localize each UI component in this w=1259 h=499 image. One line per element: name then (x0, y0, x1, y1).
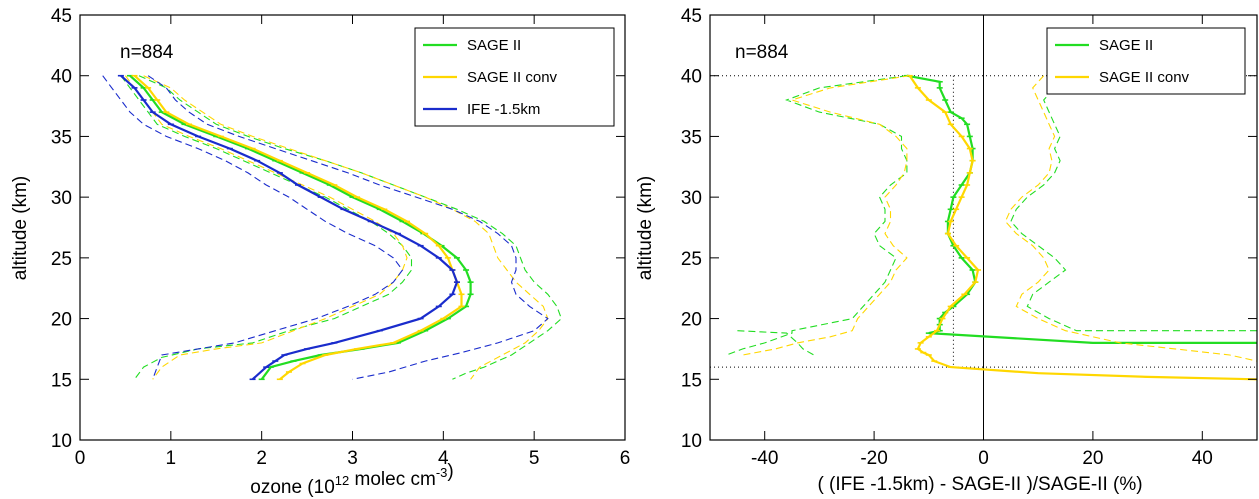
x-tick-label: 0 (978, 448, 989, 469)
x-axis-label-superscript: 12 (335, 473, 349, 488)
x-tick-label: 5 (529, 448, 540, 469)
legend-label: SAGE II (1099, 37, 1153, 54)
y-tick-label: 10 (51, 431, 72, 452)
y-tick-label: 10 (681, 431, 702, 452)
x-tick-label: -20 (860, 448, 887, 469)
x-tick-label: 40 (1192, 448, 1213, 469)
y-axis-label: altitude (km) (635, 176, 656, 281)
y-tick-label: 35 (51, 127, 72, 148)
legend: SAGE II SAGE II conv IFE -1.5km (414, 27, 615, 127)
series-line-range-bound (124, 75, 408, 380)
x-tick-label: 20 (1082, 448, 1103, 469)
series-line-range-bound (143, 75, 549, 380)
x-axis-label-part: ) (447, 461, 453, 482)
x-tick-label: -40 (751, 448, 778, 469)
legend: SAGE II SAGE II conv (1046, 27, 1246, 95)
y-tick-label: 40 (51, 67, 72, 88)
y-tick-label: 20 (51, 310, 72, 331)
legend-label: IFE -1.5km (467, 101, 540, 118)
series-line-range-bound (102, 75, 404, 380)
chart-panel-2: -40 -20 0 20 40 10 15 20 25 30 35 40 45 n=884 altitude… (635, 6, 1258, 495)
series-line-sage-ii-conv (908, 75, 1257, 381)
legend-label: SAGE II conv (1099, 69, 1190, 86)
x-tick-label: 0 (75, 448, 86, 469)
y-tick-label: 45 (51, 6, 72, 27)
series-line-range-bound (737, 330, 815, 356)
series-group (726, 74, 1257, 381)
x-tick-label: 2 (256, 448, 267, 469)
series-line-range-bound (138, 75, 563, 380)
y-tick-label: 35 (681, 127, 702, 148)
series-line-sage-ii (906, 74, 1257, 344)
y-tick-label: 30 (681, 188, 702, 209)
y-tick-label: 45 (681, 6, 702, 27)
series-group (102, 74, 563, 381)
y-tick-label: 15 (681, 370, 702, 391)
series-line-range-bound (742, 75, 910, 356)
y-tick-label: 25 (681, 249, 702, 270)
series-line-range-bound (1004, 75, 1257, 362)
series-line-range-bound (1010, 75, 1257, 332)
x-tick-label: 1 (166, 448, 177, 469)
x-axis-label-superscript: -3 (436, 465, 448, 480)
x-tick-label: 4 (438, 448, 449, 469)
y-tick-label: 40 (681, 67, 702, 88)
series-line-range-bound (120, 75, 413, 380)
y-tick-label: 30 (51, 188, 72, 209)
x-axis-label-part: ozone (10 (250, 477, 335, 498)
sample-count-label: n=884 (120, 42, 174, 63)
x-axis-label: ( (IFE -1.5km) - SAGE-II )/SAGE-II (%) (817, 474, 1142, 495)
series-line-range-bound (726, 75, 908, 356)
legend-box (1046, 27, 1246, 95)
y-axis-label: altitude (km) (10, 176, 31, 281)
legend-label: SAGE II (467, 37, 521, 54)
y-tick-label: 15 (51, 370, 72, 391)
series-line-sage-ii-conv (133, 74, 463, 381)
x-tick-label: 3 (347, 448, 358, 469)
y-tick-label: 25 (51, 249, 72, 270)
y-tick-label: 20 (681, 310, 702, 331)
series-line-range-bound (147, 75, 549, 380)
x-tick-label: 6 (620, 448, 631, 469)
legend-label: SAGE II conv (467, 69, 558, 86)
sample-count-label: n=884 (735, 42, 789, 63)
x-axis-label: ozone (1012 molec cm-3) (250, 461, 453, 498)
series-line-ife-1-5km (120, 74, 459, 381)
x-axis-label-part: molec cm (349, 469, 436, 490)
